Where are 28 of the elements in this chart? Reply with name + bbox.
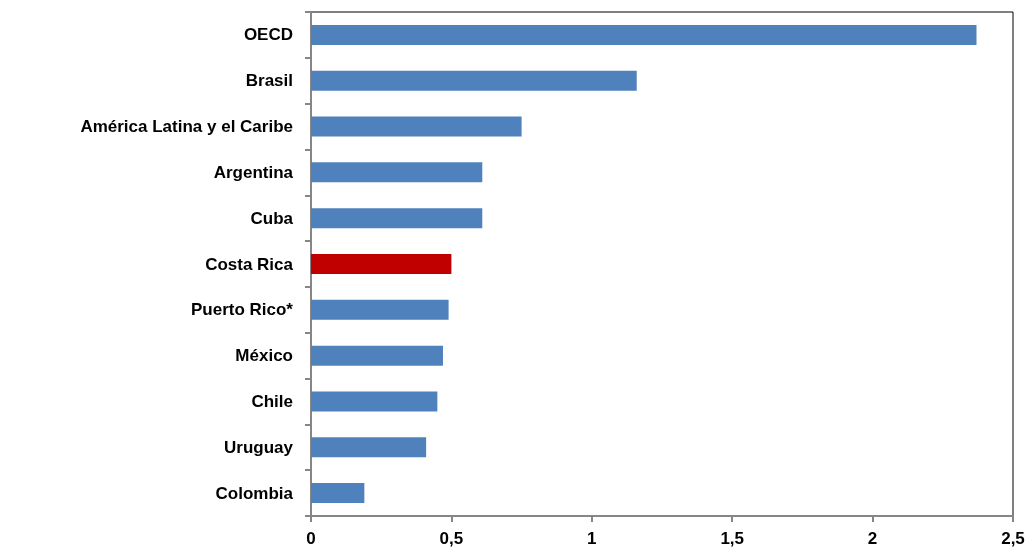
y-tick-label: Chile <box>251 391 293 411</box>
y-tick-label: Costa Rica <box>205 254 294 274</box>
x-tick-label: 0 <box>306 529 316 548</box>
bar <box>311 116 522 137</box>
x-tick-label: 2,5 <box>1001 529 1025 548</box>
bar <box>311 24 977 45</box>
bar <box>311 299 449 320</box>
bar <box>311 208 483 229</box>
y-tick-label: Argentina <box>213 162 294 182</box>
bar <box>311 483 365 504</box>
x-tick-label: 1 <box>587 529 597 548</box>
y-tick-label: Uruguay <box>224 437 294 457</box>
x-tick-label: 1,5 <box>720 529 745 548</box>
y-tick-label: Cuba <box>250 208 294 228</box>
y-tick-label: Colombia <box>215 483 294 503</box>
y-tick-label: América Latina y el Caribe <box>80 117 293 137</box>
x-tick-label: 0,5 <box>439 529 464 548</box>
bar <box>311 437 427 458</box>
bar <box>311 162 483 183</box>
bar <box>311 254 452 274</box>
y-tick-label: Brasil <box>245 71 293 91</box>
bar <box>311 391 438 412</box>
y-tick-label: Puerto Rico* <box>190 300 294 320</box>
y-tick-label: OECD <box>243 25 293 45</box>
bar <box>311 70 637 91</box>
y-tick-label: México <box>235 346 293 366</box>
bar <box>311 345 443 366</box>
x-tick-label: 2 <box>867 529 878 548</box>
